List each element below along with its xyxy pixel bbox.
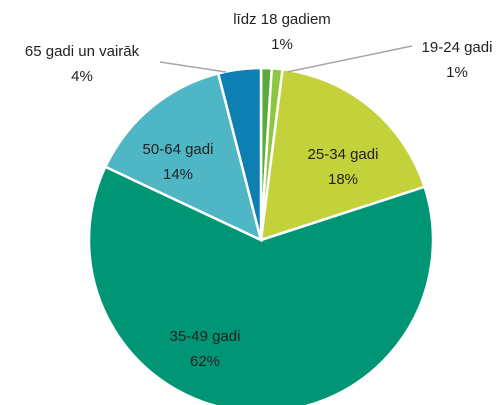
slice-label: 25-34 gadi <box>308 146 379 163</box>
pie-slice <box>216 66 263 241</box>
pie-slice <box>87 165 435 405</box>
value-label: 1% <box>446 64 468 81</box>
value-label: 1% <box>271 36 293 53</box>
slice-label: 50-64 gadi <box>143 141 214 158</box>
slice-label: 19-24 gadi <box>422 39 493 56</box>
slice-label: 35-49 gadi <box>170 328 241 345</box>
value-label: 14% <box>163 166 193 183</box>
leader-line <box>159 61 227 73</box>
value-label: 18% <box>328 171 358 188</box>
leader-line <box>286 45 413 73</box>
value-label: 4% <box>71 68 93 85</box>
slice-label: 65 gadi un vairāk <box>25 43 140 60</box>
pie-slice <box>259 67 427 242</box>
pie-slice <box>103 71 263 243</box>
value-label: 62% <box>190 353 220 370</box>
slice-label: līdz 18 gadiem <box>233 11 331 28</box>
